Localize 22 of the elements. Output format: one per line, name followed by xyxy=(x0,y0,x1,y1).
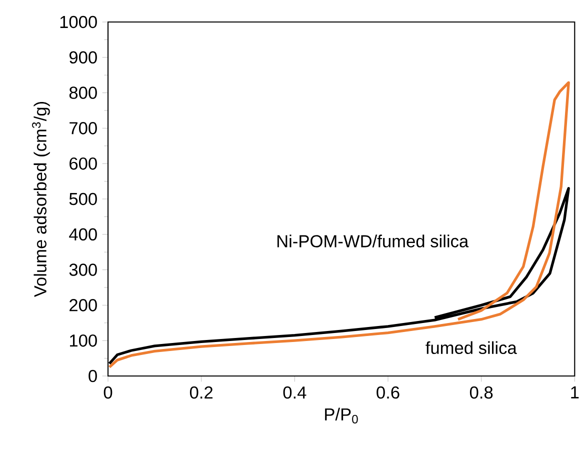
y-tick-label: 700 xyxy=(70,122,97,134)
y-tick-label: 300 xyxy=(69,264,97,276)
y-axis-title: Volume adsorbed (cm$^{3}$/g) xyxy=(32,102,50,298)
y-tick-label: 100 xyxy=(70,334,97,347)
y-tick-label: 400 xyxy=(69,228,97,241)
annotation: Ni-POM-WD/fumed silica xyxy=(277,234,469,248)
y-tick-label: 1000 xyxy=(60,16,97,28)
line-series xyxy=(108,81,570,368)
annotation: fumed silica xyxy=(426,341,517,354)
x-tick-label: 1 xyxy=(571,386,579,398)
y-tick-label: 0 xyxy=(88,370,97,382)
y-tick-label: 500 xyxy=(69,192,97,206)
x-tick-label: 0.8 xyxy=(470,386,493,399)
x-tick-label: 0 xyxy=(104,386,112,399)
x-tick-label: 0.6 xyxy=(376,386,400,399)
y-tick-label: 600 xyxy=(70,157,97,170)
x-tick-label: 0.2 xyxy=(190,386,213,399)
y-tick-label: 800 xyxy=(69,86,97,99)
y-tick-label: 200 xyxy=(70,299,97,312)
x-tick-label: 0.4 xyxy=(283,386,306,399)
x-axis-title: P/P$_{0}$ xyxy=(325,408,358,424)
y-tick-label: 900 xyxy=(70,51,97,64)
